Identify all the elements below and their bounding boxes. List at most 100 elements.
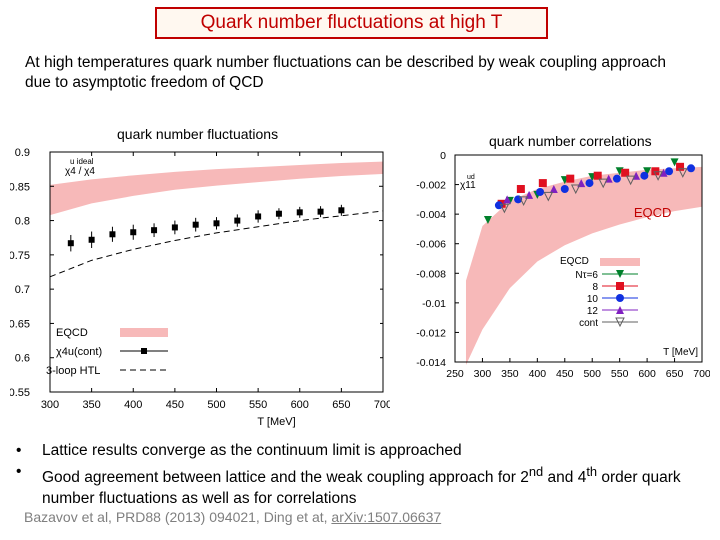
x-tick-label: 350 — [501, 368, 519, 380]
bullet-sup: th — [586, 464, 598, 479]
legend-marker — [616, 282, 624, 290]
legend: EQCD χ4u(cont) 3-loop HTL — [46, 327, 168, 377]
data-point — [640, 171, 649, 180]
data-point — [213, 220, 220, 227]
x-axis-label: T [MeV] — [257, 416, 295, 428]
x-tick-label: 500 — [583, 368, 601, 380]
data-point — [317, 208, 324, 215]
x-tick-label: 300 — [474, 368, 492, 380]
x-axis-label: T [MeV] — [663, 347, 698, 358]
legend-label: 3-loop HTL — [46, 365, 100, 377]
data-point — [109, 231, 116, 238]
x-tick-label: 650 — [666, 368, 684, 380]
x-tick-label: 350 — [82, 399, 100, 411]
data-point — [549, 185, 558, 194]
y-tick-label: -0.012 — [416, 327, 446, 339]
legend-label: cont — [579, 318, 598, 329]
reference: Bazavov et al, PRD88 (2013) 094021, Ding… — [24, 509, 441, 525]
data-point — [625, 175, 636, 186]
eqcd-band — [465, 166, 702, 365]
x-tick-label: 650 — [332, 399, 350, 411]
bullet-text: Lattice results converge as the continuu… — [42, 442, 462, 459]
data-point — [255, 213, 262, 220]
y-tick-label: -0.01 — [422, 298, 446, 310]
x-tick-label: 400 — [529, 368, 547, 380]
data-point — [538, 179, 547, 188]
x-tick-label: 700 — [693, 368, 710, 380]
data-point — [171, 224, 178, 231]
data-point — [88, 236, 95, 243]
legend-swatch — [600, 258, 640, 266]
legend-marker — [616, 270, 624, 278]
data-point — [653, 171, 663, 181]
y-tick-label: 0 — [440, 150, 446, 162]
legend-label: 12 — [587, 306, 599, 317]
data-point — [643, 167, 652, 176]
y-tick-label: -0.004 — [416, 209, 446, 221]
y-tick-label: 0.7 — [15, 284, 30, 296]
legend-swatch — [141, 348, 147, 354]
slide-title-text: Quark number fluctuations at high T — [200, 12, 503, 33]
bullet-dot: • — [16, 442, 22, 459]
x-tick-label: 450 — [166, 399, 184, 411]
fluctuations-chart: 300 350 400 450 500 550 600 650 700 0.9 0.85 0.8 0.7… — [10, 147, 390, 428]
x-tick-label: 250 — [446, 368, 464, 380]
data-point — [659, 168, 668, 177]
y-tick-label: 0.65 — [10, 318, 30, 330]
left-panel-label: quark number fluctuations — [117, 126, 279, 142]
bullet-dot: • — [16, 463, 22, 480]
slide-title: Quark number fluctuations at high T — [155, 7, 548, 39]
bullet-text: order quark number fluctuations as well … — [42, 469, 681, 508]
y-tick-label: 0.9 — [15, 147, 30, 159]
data-point — [130, 229, 137, 236]
right-panel-label: quark number correlations — [489, 133, 652, 149]
y-axis-symbol: χ11 — [460, 180, 476, 191]
y-axis-symbol-top: ud — [467, 174, 475, 181]
eqcd-band — [50, 161, 383, 216]
htl-dashed-line — [49, 210, 384, 278]
plot-frame — [454, 154, 703, 363]
data-point — [518, 196, 529, 206]
y-tick-label: -0.008 — [416, 268, 446, 280]
legend-label: EQCD — [56, 327, 88, 339]
data-point — [234, 217, 241, 224]
data-point — [499, 203, 510, 214]
bullet-list: • Lattice results converge as the contin… — [16, 440, 716, 509]
data-point — [593, 171, 602, 180]
inset-background — [205, 248, 380, 388]
y-tick-label: 0.8 — [15, 216, 30, 228]
data-point — [275, 210, 282, 217]
x-tick-label: 550 — [249, 399, 267, 411]
y-axis-symbol-top: u ideal — [70, 157, 94, 166]
data-point — [192, 221, 199, 228]
data-point — [543, 191, 554, 202]
data-point — [338, 207, 345, 214]
data-point — [676, 162, 685, 171]
data-point — [560, 185, 569, 194]
bullet-text: and 4 — [543, 469, 587, 487]
x-tick-label: 400 — [124, 399, 142, 411]
data-point — [151, 227, 158, 234]
data-point — [677, 168, 688, 178]
data-point — [536, 187, 545, 196]
data-point — [665, 167, 674, 176]
reference-link[interactable]: arXiv:1507.06637 — [331, 509, 442, 525]
y-tick-label: 0.55 — [10, 387, 30, 399]
data-point — [503, 195, 512, 204]
bullet-item: • Good agreement between lattice and the… — [16, 461, 716, 509]
x-tick-label: 300 — [41, 399, 59, 411]
y-tick-label: 0.75 — [10, 250, 30, 262]
y-tick-label: -0.002 — [416, 180, 446, 192]
reference-text: Bazavov et al, PRD88 (2013) 094021, Ding… — [24, 509, 332, 525]
data-point — [670, 158, 679, 167]
legend-marker — [615, 317, 625, 328]
bullet-item: • Lattice results converge as the contin… — [16, 440, 716, 461]
legend-title: EQCD — [560, 256, 589, 267]
legend-marker — [616, 294, 624, 302]
correlations-chart: 250 300 350 400 450 500 550 600 650 700 0 -0.002 -0.… — [416, 150, 710, 380]
legend-label: Nτ=6 — [575, 270, 598, 281]
data-point — [687, 164, 696, 173]
y-tick-label: -0.014 — [416, 357, 446, 369]
x-tick-label: 500 — [207, 399, 225, 411]
data-point — [570, 184, 581, 195]
